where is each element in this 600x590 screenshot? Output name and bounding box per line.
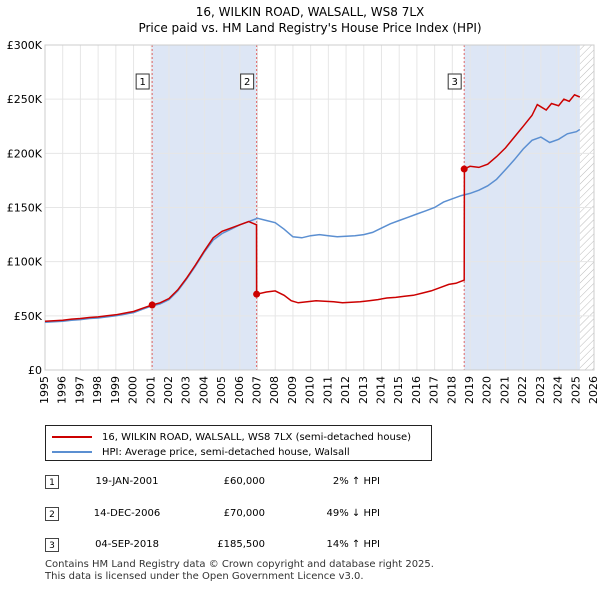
x-tick-label: 2020 — [481, 376, 494, 404]
x-tick-label: 2007 — [251, 376, 264, 404]
y-tick-label: £0 — [28, 364, 42, 377]
legend-label-property: 16, WILKIN ROAD, WALSALL, WS8 7LX (semi-… — [102, 431, 412, 443]
sale-label-number: 1 — [139, 77, 145, 88]
legend-swatch-hpi — [52, 451, 92, 453]
y-tick-label: £250K — [7, 93, 43, 106]
price-chart: 1 2 3 £0 £50K £100K £150K £200K £250K £300K 1995 19… — [7, 5, 600, 404]
x-tick-label: 1998 — [91, 376, 104, 404]
footer-line-2: This data is licensed under the Open Gov… — [45, 571, 364, 582]
transaction-date: 14-DEC-2006 — [93, 508, 161, 519]
x-tick-label: 1996 — [56, 376, 69, 404]
x-tick-label: 2016 — [410, 376, 423, 404]
transaction-number-badge: 1 — [45, 475, 59, 489]
chart-legend: 16, WILKIN ROAD, WALSALL, WS8 7LX (semi-… — [45, 425, 432, 461]
x-tick-label: 2000 — [127, 376, 140, 404]
sale-point — [148, 301, 156, 309]
x-tick-label: 2005 — [215, 376, 228, 404]
x-tick-label: 2025 — [569, 376, 582, 404]
transaction-date: 04-SEP-2018 — [95, 539, 159, 550]
x-tick-label: 2004 — [197, 376, 210, 404]
copyright-footer: Contains HM Land Registry data © Crown c… — [45, 559, 434, 583]
y-tick-label: £100K — [7, 256, 43, 269]
x-tick-label: 2022 — [516, 376, 529, 404]
x-tick-label: 2012 — [339, 376, 352, 404]
legend-label-hpi: HPI: Average price, semi-detached house,… — [102, 446, 350, 458]
legend-item-hpi: HPI: Average price, semi-detached house,… — [52, 445, 350, 459]
x-tick-label: 1997 — [73, 376, 86, 404]
transaction-hpi-change: 14% ↑ HPI — [326, 539, 380, 550]
legend-item-property: 16, WILKIN ROAD, WALSALL, WS8 7LX (semi-… — [52, 430, 411, 444]
y-tick-label: £150K — [7, 202, 43, 215]
sale-label-box — [135, 73, 150, 90]
transaction-date: 19-JAN-2001 — [95, 476, 159, 487]
chart-title: 16, WILKIN ROAD, WALSALL, WS8 7LX — [196, 5, 424, 19]
x-tick-label: 2006 — [233, 376, 246, 404]
y-tick-label: £50K — [14, 310, 43, 323]
x-tick-label: 2008 — [268, 376, 281, 404]
x-tick-label: 1995 — [38, 376, 51, 404]
chart-subtitle: Price paid vs. HM Land Registry's House … — [138, 21, 481, 35]
x-tick-label: 2014 — [374, 376, 387, 404]
transaction-hpi-change: 49% ↓ HPI — [326, 508, 380, 519]
y-tick-label: £200K — [7, 147, 43, 160]
plot-border — [44, 44, 595, 371]
x-tick-label: 2009 — [286, 376, 299, 404]
transaction-number-badge: 2 — [45, 507, 59, 521]
x-tick-label: 2003 — [180, 376, 193, 404]
transaction-hpi-change: 2% ↑ HPI — [332, 476, 380, 487]
transaction-price: £70,000 — [223, 508, 265, 519]
x-tick-label: 2010 — [304, 376, 317, 404]
sale-label-box — [447, 73, 462, 90]
y-tick-label: £300K — [7, 39, 43, 52]
sale-point — [253, 290, 261, 298]
sale-point — [460, 165, 468, 173]
x-tick-label: 2023 — [534, 376, 547, 404]
transaction-number-badge: 3 — [45, 538, 59, 552]
x-tick-label: 2021 — [498, 376, 511, 404]
x-tick-label: 2011 — [321, 376, 334, 404]
legend-swatch-property — [52, 436, 92, 438]
x-tick-label: 2018 — [445, 376, 458, 404]
x-tick-label: 2002 — [162, 376, 175, 404]
x-tick-label: 2015 — [392, 376, 405, 404]
x-tick-label: 2024 — [552, 376, 565, 404]
x-tick-label: 2001 — [144, 376, 157, 404]
sale-label-number: 2 — [244, 77, 250, 88]
hpi-line — [44, 128, 581, 324]
sale-label-box — [240, 73, 255, 90]
x-tick-label: 2013 — [357, 376, 370, 404]
transaction-price: £60,000 — [223, 476, 265, 487]
footer-line-1: Contains HM Land Registry data © Crown c… — [45, 559, 434, 570]
x-tick-label: 1999 — [109, 376, 122, 404]
property-price-line — [44, 93, 581, 323]
x-tick-label: 2017 — [428, 376, 441, 404]
x-tick-label: 2026 — [587, 376, 600, 404]
sale-label-number: 3 — [452, 77, 458, 88]
x-tick-label: 2019 — [463, 376, 476, 404]
transaction-price: £185,500 — [217, 539, 265, 550]
